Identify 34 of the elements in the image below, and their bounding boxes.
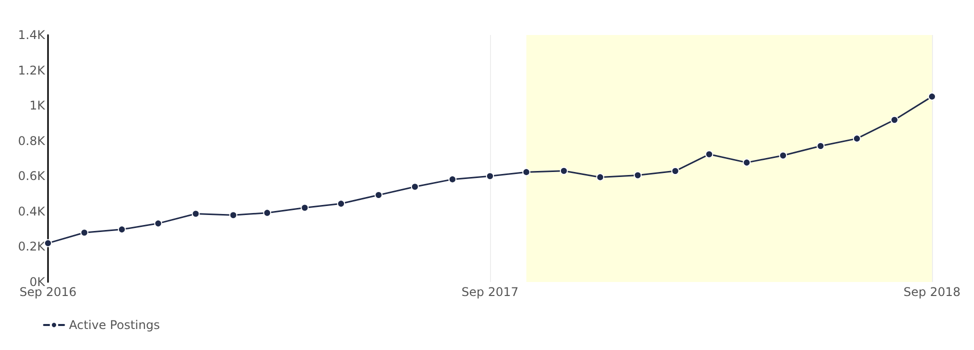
point bbox=[448, 175, 456, 184]
y-tick-label: 0.8K bbox=[18, 134, 46, 148]
point bbox=[816, 142, 825, 150]
point bbox=[852, 134, 861, 143]
x-tick-label: Sep 2018 bbox=[904, 285, 960, 299]
x-tick-label: Sep 2017 bbox=[462, 285, 518, 299]
point bbox=[410, 182, 419, 191]
point bbox=[80, 228, 88, 237]
point bbox=[634, 171, 642, 180]
point bbox=[300, 204, 309, 212]
point bbox=[118, 225, 126, 234]
point bbox=[705, 150, 714, 158]
point bbox=[154, 219, 162, 228]
point bbox=[486, 172, 494, 180]
y-tick-label: 1.2K bbox=[18, 63, 46, 78]
point bbox=[44, 239, 52, 248]
y-tick-label: 1.4K bbox=[18, 28, 46, 42]
point bbox=[192, 210, 200, 218]
point bbox=[928, 92, 936, 101]
point bbox=[522, 168, 530, 176]
point bbox=[890, 116, 898, 124]
y-tick-label: 0.4K bbox=[18, 204, 46, 218]
point bbox=[596, 173, 604, 182]
point bbox=[742, 158, 751, 167]
point bbox=[779, 152, 788, 160]
y-tick-label: 1K bbox=[29, 98, 46, 113]
y-tick-label: 0.6K bbox=[18, 169, 46, 184]
point bbox=[229, 211, 238, 220]
y-tick-label: 0.2K bbox=[18, 240, 46, 254]
point bbox=[263, 208, 272, 217]
point bbox=[337, 200, 346, 208]
legend-label: Active Postings bbox=[69, 318, 160, 332]
point bbox=[560, 166, 568, 175]
point bbox=[671, 167, 680, 176]
